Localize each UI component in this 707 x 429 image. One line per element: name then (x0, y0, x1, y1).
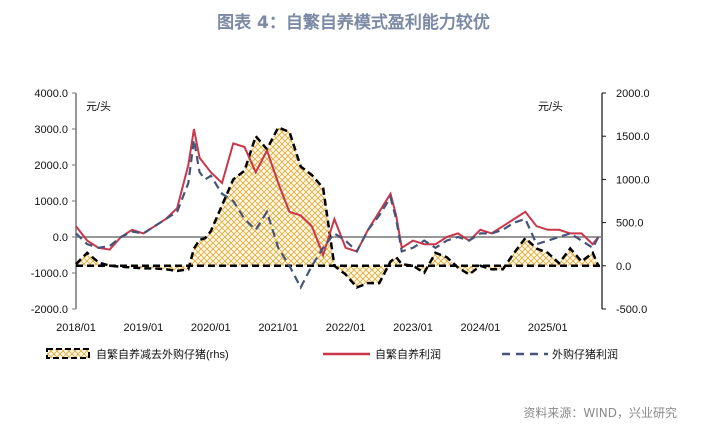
left-tick-label: -1000.0 (31, 268, 68, 280)
right-tick-label: -500.0 (616, 304, 647, 316)
x-tick-label: 2024/01 (461, 322, 501, 334)
diff-line (75, 125, 600, 289)
chart-title: 图表 4：自繁自养模式盈利能力较优 (217, 13, 490, 33)
right-tick-label: 500.0 (616, 218, 644, 230)
x-tick-label: 2020/01 (191, 322, 231, 334)
x-tick-label: 2025/01 (528, 322, 568, 334)
left-tick-label: 2000.0 (34, 160, 68, 172)
source-note: 资料来源：WIND，兴业研究 (523, 406, 677, 420)
x-tick-label: 2019/01 (124, 322, 164, 334)
left-tick-label: 1000.0 (34, 196, 68, 208)
right-tick-label: 0.0 (616, 261, 631, 273)
left-tick-label: -2000.0 (31, 304, 68, 316)
x-tick-label: 2022/01 (326, 322, 366, 334)
x-tick-label: 2018/01 (56, 322, 96, 334)
legend-label-outside: 外购仔猪利润 (552, 347, 618, 361)
left-tick-label: 0.0 (53, 232, 68, 244)
outside-profit-line (75, 139, 600, 290)
chart: 4000.0 3000.0 2000.0 1000.0 0.0 -1000.0 -2000.… (31, 88, 650, 361)
legend-label-diff: 自繁自养减去外购仔猪(rhs) (96, 347, 229, 361)
right-tick-label: 1000.0 (616, 174, 650, 186)
right-tick-label: 2000.0 (616, 88, 650, 100)
x-tick-label: 2021/01 (258, 322, 298, 334)
left-unit-label: 元/头 (86, 100, 111, 113)
right-unit-label: 元/头 (538, 100, 563, 113)
diff-area (76, 127, 599, 288)
x-tick-label: 2023/01 (393, 322, 433, 334)
left-tick-label: 3000.0 (34, 124, 68, 136)
legend-label-self: 自繁自养利润 (375, 347, 441, 361)
left-tick-label: 4000.0 (34, 88, 68, 100)
right-tick-label: 1500.0 (616, 131, 650, 143)
legend-swatch-diff (46, 348, 90, 359)
